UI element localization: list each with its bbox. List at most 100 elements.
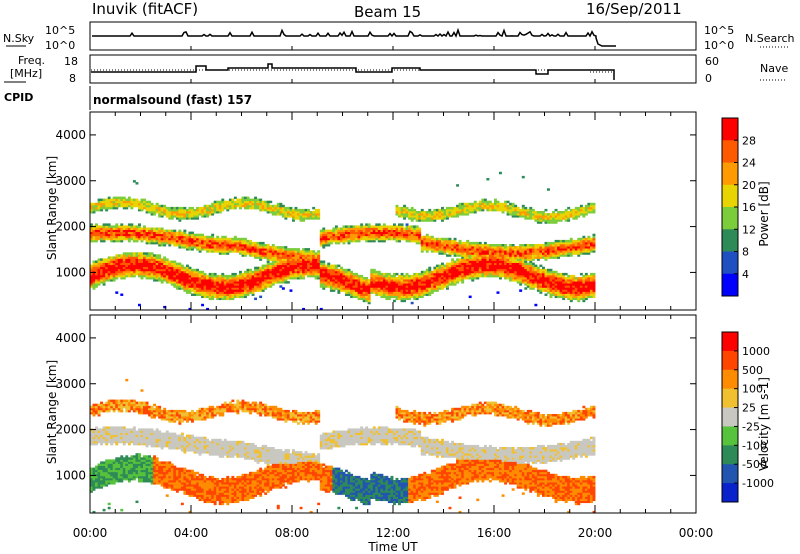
- heatmap-cell: [138, 202, 141, 206]
- heatmap-cell: [473, 204, 477, 208]
- heatmap-cell: [473, 266, 477, 270]
- heatmap-cell: [562, 213, 566, 216]
- heatmap-cell: [97, 225, 101, 228]
- heatmap-cell: [112, 229, 116, 233]
- heatmap-cell: [519, 268, 523, 272]
- heatmap-cell: [473, 246, 477, 249]
- heatmap-cell: [233, 244, 237, 247]
- heatmap-cell: [175, 206, 179, 210]
- heatmap-cell: [547, 221, 550, 224]
- heatmap-cell: [592, 241, 596, 245]
- heatmap-cell: [332, 289, 336, 292]
- heatmap-cell: [524, 256, 528, 259]
- heatmap-cell: [569, 299, 573, 303]
- heatmap-cell: [327, 264, 331, 268]
- heatmap-cell: [130, 264, 134, 268]
- heatmap-cell: [170, 264, 174, 268]
- heatmap-cell: [372, 270, 376, 274]
- heatmap-cell: [269, 274, 273, 278]
- heatmap-cell: [438, 250, 442, 253]
- heatmap-cell: [302, 258, 306, 261]
- heatmap-cell: [355, 289, 359, 292]
- heatmap-cell: [350, 283, 354, 286]
- heatmap-cell: [158, 213, 162, 216]
- heatmap-cell: [332, 268, 336, 272]
- heatmap-cell: [173, 281, 177, 284]
- heatmap-cell: [400, 235, 404, 239]
- heatmap-cell: [327, 274, 331, 278]
- heatmap-cell: [203, 291, 207, 294]
- heatmap-cell: [165, 258, 169, 261]
- heatmap-cell: [519, 270, 523, 274]
- heatmap-cell: [274, 274, 278, 278]
- heatmap-cell: [322, 227, 326, 230]
- heatmap-cell: [584, 244, 588, 247]
- heatmap-cell: [208, 283, 212, 286]
- heatmap-cell: [352, 285, 356, 288]
- colorbar-tick-label: 12: [742, 223, 756, 236]
- heatmap-cell: [178, 279, 182, 282]
- heatmap-cell: [216, 239, 220, 243]
- heatmap-cell: [216, 295, 220, 299]
- heatmap-cell: [536, 254, 540, 257]
- heatmap-cell: [254, 281, 258, 284]
- heatmap-cell: [393, 231, 396, 235]
- heatmap-cell: [584, 252, 588, 255]
- heatmap-cell: [372, 268, 376, 272]
- heatmap-cell: [567, 291, 571, 294]
- heatmap-cell: [138, 272, 141, 276]
- heatmap-cell: [239, 281, 242, 284]
- heatmap-cell: [329, 229, 333, 233]
- heatmap-cell: [216, 297, 220, 301]
- heatmap-cell: [410, 225, 414, 228]
- heatmap-cell: [415, 235, 419, 239]
- heatmap-cell: [324, 235, 328, 239]
- heatmap-cell: [233, 250, 237, 253]
- heatmap-cell: [547, 289, 550, 292]
- heatmap-cell: [352, 293, 356, 296]
- heatmap-cell: [524, 211, 528, 214]
- heatmap-cell: [547, 274, 550, 278]
- heatmap-cell: [499, 264, 502, 268]
- heatmap-cell: [337, 268, 341, 272]
- heatmap-cell: [587, 291, 591, 294]
- heatmap-cell: [531, 270, 535, 274]
- heatmap-cell: [342, 239, 346, 243]
- heatmap-cell: [186, 266, 189, 270]
- heatmap-cell: [143, 200, 146, 204]
- heatmap-cell: [90, 432, 93, 436]
- heatmap-cell: [577, 208, 581, 212]
- heatmap-cell: [542, 246, 545, 249]
- heatmap-cell: [206, 235, 210, 239]
- heatmap-cell: [244, 279, 247, 282]
- heatmap-cell: [542, 272, 545, 276]
- heatmap-cell: [463, 266, 467, 270]
- heatmap-cell: [228, 293, 232, 296]
- heatmap-cell: [158, 274, 162, 278]
- heatmap-cell: [542, 215, 545, 218]
- heatmap-cell: [135, 233, 139, 237]
- heatmap-cell: [289, 211, 293, 214]
- heatmap-cell: [226, 281, 230, 284]
- heatmap-cell: [218, 200, 222, 204]
- heatmap-cell: [196, 277, 200, 280]
- heatmap-cell: [423, 244, 427, 247]
- heatmap-cell: [405, 239, 409, 243]
- heatmap-cell: [259, 277, 263, 280]
- heatmap-cell: [478, 244, 482, 247]
- heatmap-cell: [95, 484, 98, 487]
- heatmap-cell: [476, 270, 480, 274]
- heatmap-cell: [115, 274, 119, 278]
- heatmap-cell: [155, 231, 159, 235]
- heatmap-cell: [110, 202, 114, 206]
- heatmap-cell: [458, 241, 462, 245]
- heatmap-cell: [254, 283, 258, 286]
- heatmap-cell: [163, 258, 167, 261]
- heatmap-cell: [590, 244, 593, 247]
- heatmap-cell: [365, 297, 369, 301]
- heatmap-cell: [112, 274, 116, 278]
- heatmap-cell: [266, 268, 270, 272]
- heatmap-cell: [160, 274, 164, 278]
- heatmap-cell: [327, 262, 331, 266]
- heatmap-cell: [297, 213, 300, 216]
